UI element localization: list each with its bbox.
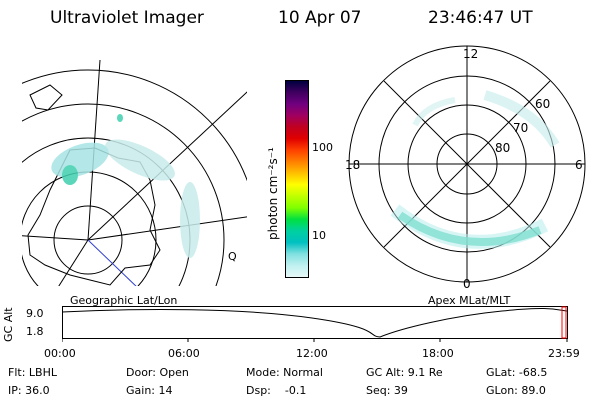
altitude-xtick-0000: 00:00: [44, 347, 76, 360]
mlat-label-80: 80: [495, 141, 510, 155]
mlt-label-top: 12: [463, 47, 478, 61]
geo-right-marker: Q: [228, 250, 237, 263]
colorbar: [285, 80, 309, 278]
colorbar-tick-100: 100: [312, 141, 333, 154]
aurora-oval: [483, 90, 560, 148]
altitude-curve: [62, 308, 568, 338]
instrument-title: Ultraviolet Imager: [50, 8, 204, 28]
status-dsp: Dsp: -0.1: [246, 384, 307, 397]
geo-meridian: [58, 239, 89, 286]
geo-meridian: [22, 235, 89, 241]
mlt-label-right: 6: [575, 158, 583, 172]
altitude-xtick-1200: 12:00: [296, 347, 328, 360]
polar-plot: 12 0 18 6 60 70 80: [345, 45, 586, 290]
altitude-ytick-min: 1.8: [26, 325, 44, 338]
altitude-plot-frame: [62, 306, 568, 339]
geo-meridian: [87, 216, 247, 241]
aurora-emission: [180, 182, 200, 258]
geo-panel-caption: Geographic Lat/Lon: [70, 294, 178, 307]
status-seq: Seq: 39: [366, 384, 408, 397]
status-ip: IP: 36.0: [8, 384, 50, 397]
geo-lat-circle: [22, 103, 225, 286]
geo-lat-circle: [22, 69, 247, 182]
status-gain: Gain: 14: [126, 384, 173, 397]
observation-date: 10 Apr 07: [278, 8, 362, 28]
colorbar-label: photon cm⁻²s⁻¹: [266, 147, 280, 240]
aurora-emission: [62, 165, 78, 185]
aurora-emission: [105, 139, 175, 181]
geo-meridian-highlight: [87, 239, 137, 286]
altitude-plot: [62, 306, 568, 342]
polar-panel-caption: Apex MLat/MLT: [428, 294, 511, 307]
aurora-oval: [412, 97, 456, 127]
coastline-island: [29, 84, 63, 111]
time-cursor: [561, 306, 567, 339]
mlat-label-60: 60: [535, 97, 550, 111]
status-door: Door: Open: [126, 366, 189, 379]
geographic-map: Q: [22, 59, 247, 286]
geo-meridian: [87, 91, 247, 241]
observation-time: 23:46:47 UT: [428, 8, 533, 28]
mlt-label-bottom: 0: [463, 277, 471, 290]
mlat-label-70: 70: [513, 121, 528, 135]
colorbar-tick-10: 10: [312, 229, 326, 242]
altitude-xtick-2359: 23:59: [548, 347, 580, 360]
aurora-oval: [390, 204, 549, 249]
status-glat: GLat: -68.5: [486, 366, 548, 379]
altitude-ylabel: GC Alt: [2, 307, 15, 342]
aurora-emission: [117, 114, 123, 122]
status-filter: Flt: LBHL: [8, 366, 57, 379]
geo-lat-circle: [22, 171, 157, 286]
status-gc-alt: GC Alt: 9.1 Re: [366, 366, 443, 379]
geo-lat-circle: [53, 205, 123, 275]
altitude-xtick-0600: 06:00: [168, 347, 200, 360]
altitude-xtick-1800: 18:00: [422, 347, 454, 360]
status-glon: GLon: 89.0: [486, 384, 546, 397]
mlt-label-left: 18: [345, 158, 360, 172]
status-mode: Mode: Normal: [246, 366, 323, 379]
altitude-ytick-max: 9.0: [26, 307, 44, 320]
